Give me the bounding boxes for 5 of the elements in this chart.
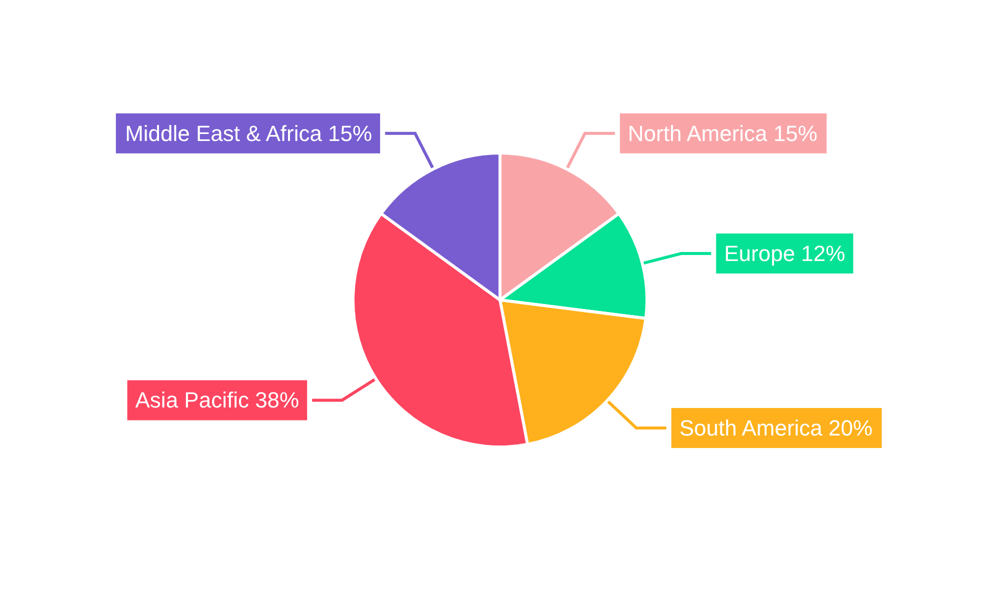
slice-label: Europe 12% [724, 240, 846, 266]
slice-label: Middle East & Africa 15% [125, 120, 372, 146]
slice-label: North America 15% [628, 120, 818, 146]
slice-label: South America 20% [679, 416, 873, 441]
slice-label: Asia Pacific 38% [135, 388, 300, 413]
